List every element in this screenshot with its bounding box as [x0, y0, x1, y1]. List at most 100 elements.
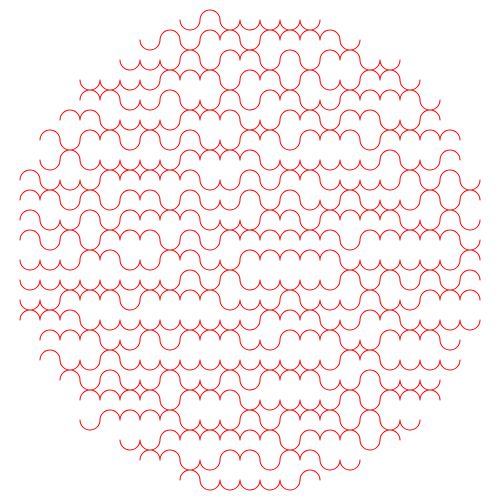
arc-up: [339, 209, 361, 221]
arc-up: [59, 369, 81, 381]
arc-up: [419, 389, 441, 401]
arc-down: [279, 139, 301, 151]
arc-down: [319, 279, 341, 291]
arc-up: [419, 189, 441, 201]
arc-up: [39, 309, 61, 321]
arc-up: [219, 369, 241, 381]
arc-up: [219, 429, 241, 441]
arc-up: [279, 49, 301, 61]
arc-up: [359, 209, 381, 221]
arc-up: [279, 409, 301, 421]
arc-down: [259, 399, 281, 411]
arc-down: [439, 339, 461, 351]
arc-down: [179, 19, 201, 31]
arc-down: [199, 259, 221, 271]
arc-down: [399, 199, 421, 211]
arc-up: [439, 289, 461, 301]
arc-up: [379, 229, 401, 241]
arc-up: [319, 129, 341, 141]
arc-up: [199, 9, 221, 21]
arc-up: [139, 129, 161, 141]
arc-down: [239, 339, 261, 351]
arc-up: [219, 449, 241, 461]
arc-up: [439, 149, 461, 161]
arc-down: [19, 279, 41, 291]
arc-up: [159, 69, 181, 81]
arc-up: [279, 189, 301, 201]
arc-up: [79, 289, 101, 301]
arc-up: [299, 329, 321, 341]
arc-up: [319, 409, 341, 421]
arc-down: [119, 359, 141, 371]
arc-up: [19, 309, 41, 321]
arc-down: [399, 359, 421, 371]
arc-up: [439, 129, 461, 141]
arc-up: [139, 229, 161, 241]
arc-up: [399, 169, 421, 181]
arc-up: [19, 189, 41, 201]
arc-down: [199, 179, 221, 191]
arc-up: [159, 369, 181, 381]
arc-up: [419, 289, 441, 301]
arc-up: [379, 149, 401, 161]
arc-up: [279, 29, 301, 41]
arc-up: [219, 329, 241, 341]
arc-up: [219, 49, 241, 61]
arc-up: [279, 209, 301, 221]
arc-down: [259, 159, 281, 171]
arc-up: [99, 169, 121, 181]
arc-up: [179, 49, 201, 61]
arc-up: [139, 329, 161, 341]
arc-up: [339, 109, 361, 121]
arc-down: [359, 139, 381, 151]
arc-down: [239, 479, 261, 491]
arc-up: [379, 129, 401, 141]
arc-up: [219, 89, 241, 101]
arc-up: [279, 289, 301, 301]
arc-down: [359, 259, 381, 271]
arc-up: [119, 409, 141, 421]
arc-up: [79, 89, 101, 101]
arc-up: [179, 129, 201, 141]
arc-up: [419, 229, 441, 241]
arc-up: [279, 369, 301, 381]
arc-down: [119, 299, 141, 311]
arc-up: [279, 229, 301, 241]
arc-up: [299, 229, 321, 241]
arc-down: [199, 359, 221, 371]
arc-up: [59, 229, 81, 241]
arc-up: [219, 149, 241, 161]
arc-up: [199, 109, 221, 121]
arc-down: [39, 239, 61, 251]
arc-up: [299, 129, 321, 141]
arc-up: [59, 309, 81, 321]
arc-down: [379, 179, 401, 191]
arc-up: [159, 449, 181, 461]
arc-down: [319, 179, 341, 191]
arc-down: [439, 359, 461, 371]
arc-down: [399, 419, 421, 431]
arc-up: [159, 409, 181, 421]
arc-up: [99, 229, 121, 241]
arc-up: [319, 229, 341, 241]
arc-up: [179, 209, 201, 221]
arc-down: [119, 439, 141, 451]
arc-down: [59, 259, 81, 271]
arc-up: [299, 429, 321, 441]
arc-down: [139, 259, 161, 271]
arc-up: [139, 409, 161, 421]
arc-up: [379, 429, 401, 441]
arc-up: [439, 209, 461, 221]
arc-up: [239, 229, 261, 241]
arc-up: [299, 109, 321, 121]
arc-down: [219, 479, 241, 491]
arc-up: [379, 69, 401, 81]
arc-up: [359, 89, 381, 101]
arc-up: [359, 229, 381, 241]
arc-up: [339, 189, 361, 201]
arc-up: [259, 229, 281, 241]
arc-up: [339, 89, 361, 101]
arc-up: [79, 189, 101, 201]
arc-up: [179, 69, 201, 81]
arc-down: [219, 299, 241, 311]
